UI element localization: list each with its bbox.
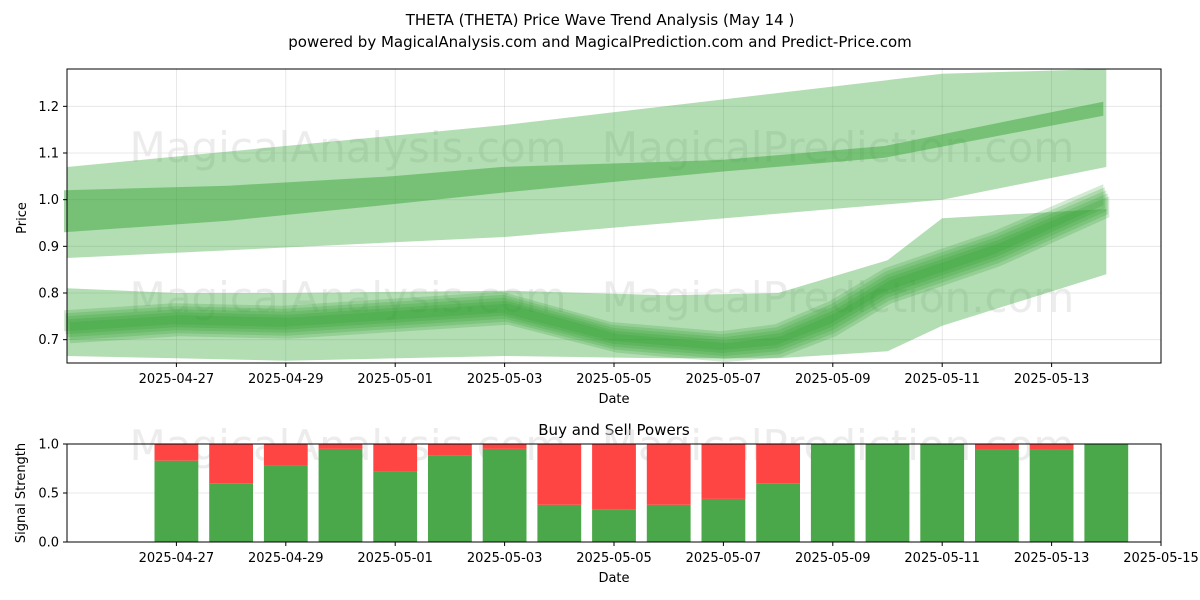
price-grid xyxy=(67,69,1161,363)
price-bands xyxy=(64,69,1110,362)
price-band-upper-trend-line xyxy=(64,101,1104,233)
signal-x-tick-label: 2025-05-13 xyxy=(1014,551,1090,566)
signal-x-tick-label: 2025-05-05 xyxy=(576,551,652,566)
buy-bar xyxy=(209,483,253,542)
watermark-1: MagicalAnalysis.com xyxy=(130,123,567,172)
buy-bar xyxy=(756,483,800,542)
buy-bar xyxy=(373,471,418,542)
price-band-lower-trend-line xyxy=(65,187,1105,353)
sell-bar xyxy=(646,444,691,505)
sell-bar xyxy=(1029,444,1074,450)
price-y-tick-label: 0.8 xyxy=(38,287,59,302)
price-x-tick-label: 2025-05-13 xyxy=(1014,372,1090,387)
price-band-lower-trend-line xyxy=(64,184,1104,350)
signal-y-tick-label: 1.0 xyxy=(38,438,59,453)
signal-x-tick-label: 2025-05-01 xyxy=(357,551,433,566)
price-y-ticks: 0.7 0.8 0.9 1.0 1.1 1.2 xyxy=(38,100,67,348)
signal-x-tick-label: 2025-04-29 xyxy=(248,551,324,566)
sell-bar xyxy=(318,444,363,449)
signal-x-tick-label: 2025-05-07 xyxy=(686,551,762,566)
signal-y-tick-label: 0.0 xyxy=(38,536,59,551)
price-x-tick-label: 2025-05-09 xyxy=(795,372,871,387)
signal-chart: Buy and Sell Powers MagicalAnalysis.com … xyxy=(14,421,1199,586)
price-x-tick-label: 2025-04-27 xyxy=(139,372,215,387)
buy-bar xyxy=(810,444,855,542)
signal-x-tick-label: 2025-04-27 xyxy=(139,551,215,566)
buy-bar xyxy=(1084,444,1129,542)
price-chart: MagicalAnalysis.com MagicalPrediction.co… xyxy=(15,68,1162,407)
price-x-tick-label: 2025-04-29 xyxy=(248,372,324,387)
sell-bar xyxy=(975,444,1019,450)
price-y-tick-label: 0.7 xyxy=(38,333,59,348)
buy-bar xyxy=(263,465,308,542)
buy-bar xyxy=(1029,449,1074,542)
sell-bar xyxy=(209,444,253,484)
buy-bar xyxy=(428,455,472,542)
buy-bar xyxy=(592,509,636,542)
buy-bar xyxy=(865,444,910,542)
chart-title: THETA (THETA) Price Wave Trend Analysis … xyxy=(405,11,795,29)
signal-y-axis-label: Signal Strength xyxy=(14,443,29,543)
sell-bar xyxy=(537,444,582,505)
buy-bar xyxy=(920,444,965,542)
buy-bar xyxy=(537,504,582,542)
buy-bar xyxy=(646,504,691,542)
sell-bar xyxy=(263,444,308,466)
watermark-4: MagicalPrediction.com xyxy=(602,273,1075,322)
price-band-lower-trend-line xyxy=(68,193,1108,359)
buy-bar xyxy=(482,448,527,542)
sell-bar xyxy=(756,444,800,484)
buy-bar xyxy=(318,448,363,542)
price-x-ticks: 2025-04-27 2025-04-29 2025-05-01 2025-05-03… xyxy=(139,363,1090,387)
signal-chart-title: Buy and Sell Powers xyxy=(538,421,690,439)
sell-bar xyxy=(373,444,418,472)
signal-x-tick-label: 2025-05-03 xyxy=(467,551,543,566)
sell-bar xyxy=(592,444,636,510)
signal-x-tick-label: 2025-05-11 xyxy=(904,551,980,566)
price-x-tick-label: 2025-05-11 xyxy=(904,372,980,387)
buy-bar xyxy=(975,449,1019,542)
signal-x-tick-label: 2025-05-15 xyxy=(1123,551,1199,566)
price-x-tick-label: 2025-05-07 xyxy=(686,372,762,387)
sell-bar xyxy=(701,444,746,499)
buy-bar xyxy=(701,498,746,542)
sell-bar xyxy=(154,444,199,461)
signal-y-tick-label: 0.5 xyxy=(38,487,59,502)
watermark-2: MagicalPrediction.com xyxy=(602,123,1075,172)
price-band-lower-trend-line xyxy=(70,196,1110,362)
signal-y-ticks: 0.0 0.5 1.0 xyxy=(38,438,67,551)
price-y-tick-label: 1.2 xyxy=(38,100,59,115)
watermark-3: MagicalAnalysis.com xyxy=(130,273,567,322)
price-y-tick-label: 1.1 xyxy=(38,147,59,162)
chart-subtitle: powered by MagicalAnalysis.com and Magic… xyxy=(288,33,912,51)
price-watermarks: MagicalAnalysis.com MagicalPrediction.co… xyxy=(130,123,1075,322)
signal-x-ticks: 2025-04-27 2025-04-29 2025-05-01 2025-05-03… xyxy=(139,542,1199,566)
price-band-upper-wide-band xyxy=(67,69,1107,258)
signal-x-axis-label: Date xyxy=(598,571,629,586)
price-x-axis-label: Date xyxy=(598,392,629,407)
buy-bar xyxy=(154,460,199,542)
price-x-tick-label: 2025-05-05 xyxy=(576,372,652,387)
price-y-axis-label: Price xyxy=(15,202,30,234)
price-x-tick-label: 2025-05-01 xyxy=(357,372,433,387)
signal-x-tick-label: 2025-05-09 xyxy=(795,551,871,566)
sell-bar xyxy=(482,444,527,449)
sell-bar xyxy=(428,444,472,456)
signal-bars xyxy=(154,444,1129,542)
price-y-tick-label: 0.9 xyxy=(38,240,59,255)
price-y-tick-label: 1.0 xyxy=(38,193,59,208)
price-band-lower-trend-line xyxy=(67,190,1107,356)
price-band-lower-wide-band xyxy=(67,209,1107,361)
price-x-tick-label: 2025-05-03 xyxy=(467,372,543,387)
